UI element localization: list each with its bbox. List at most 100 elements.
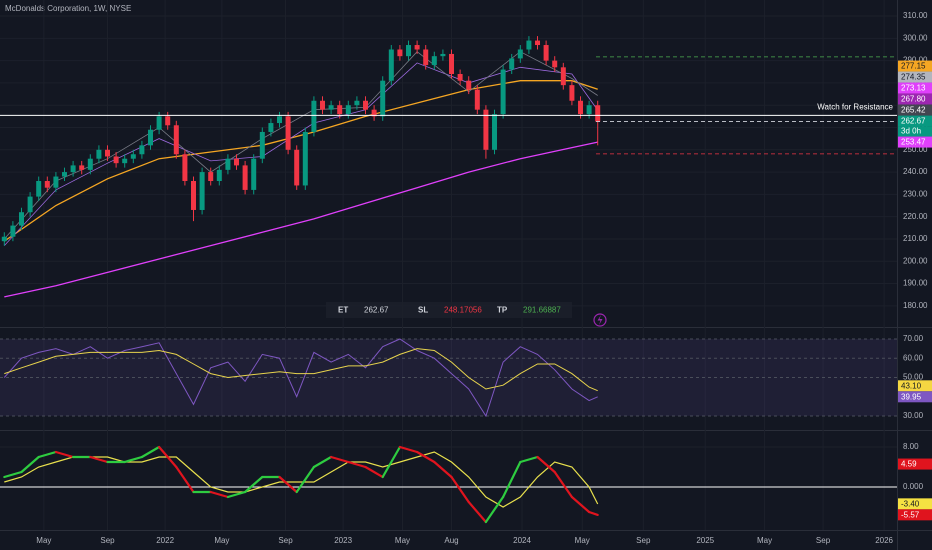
y-tick-label: 60.00 (903, 353, 924, 362)
y-tick-label: 290.00 (903, 56, 928, 65)
candle-body (449, 53, 455, 75)
x-tick-label: Sep (816, 536, 831, 545)
candle-body (216, 169, 222, 181)
trade-label: ET (338, 306, 348, 315)
fast-line-segment (588, 510, 599, 516)
trade-label: SL (418, 306, 428, 315)
y-tick-label: 310.00 (903, 11, 928, 20)
alert-icon-bolt (597, 315, 603, 325)
candle-body (173, 125, 179, 155)
price-tag (898, 93, 932, 105)
price-tag (898, 136, 932, 148)
fast-line-segment (295, 465, 315, 494)
fast-line-segment (553, 470, 573, 499)
candle-body (294, 149, 300, 186)
fast-line-segment (54, 450, 75, 459)
candle-body (552, 60, 558, 68)
y-tick-label: 240.00 (903, 167, 928, 176)
price-tag-label: 4.59 (901, 460, 917, 469)
price-tag (898, 380, 932, 392)
price-tag-label: -3.40 (901, 499, 920, 508)
price-tag (898, 115, 932, 127)
candle-body (526, 40, 532, 50)
y-tick-label: 250.00 (903, 145, 928, 154)
price-tag-label: -5.57 (901, 510, 920, 519)
fast-line-segment (433, 460, 453, 479)
fast-line-segment (244, 475, 264, 494)
candle-body (345, 105, 351, 115)
fast-line-segment (347, 460, 367, 469)
candle-body (388, 49, 394, 81)
candle-body (500, 69, 506, 115)
candle-body (302, 131, 308, 186)
candle-body (440, 53, 446, 57)
fast-line-segment (467, 500, 487, 524)
resistance-label: Watch for Resistance (817, 103, 893, 112)
price-tag-label: 277.15 (901, 62, 926, 71)
candle-body (182, 154, 188, 181)
x-tick-label: 2025 (696, 536, 714, 545)
candle-body (285, 116, 291, 150)
trade-value: 248.17056 (444, 306, 482, 315)
price-tag (898, 71, 932, 83)
candle-body (337, 105, 343, 115)
candle-body (431, 56, 437, 66)
chart-title: McDonalds Corporation, 1W, NYSE (5, 4, 131, 13)
candle-body (234, 158, 240, 166)
price-tag (898, 82, 932, 94)
countdown: 3d 0h (901, 127, 921, 136)
fast-line-segment (484, 495, 505, 524)
candle-body (1, 236, 7, 242)
candle-body (380, 80, 386, 117)
candle-body (19, 212, 25, 226)
fast-line-segment (89, 455, 109, 464)
candle-body (569, 85, 575, 101)
candle-body (44, 180, 50, 188)
price-tag-label: 253.47 (901, 138, 926, 147)
candle-body (156, 116, 162, 130)
candle-body (406, 45, 412, 57)
x-tick-label: Sep (100, 536, 115, 545)
x-tick-label: 2024 (513, 536, 531, 545)
fast-line-segment (37, 450, 57, 459)
trade-value: 262.67 (364, 306, 389, 315)
candle-body (148, 129, 154, 146)
fast-line-segment (3, 470, 23, 479)
candle-body (191, 180, 197, 210)
candle-body (457, 74, 463, 81)
candle-body (320, 100, 326, 110)
x-tick-label: Sep (278, 536, 293, 545)
fast-line-segment (502, 460, 522, 499)
y-tick-label: 70.00 (903, 334, 924, 343)
x-tick-label: May (575, 536, 590, 545)
fast-line-segment (226, 490, 247, 499)
candle-body (354, 100, 360, 106)
y-tick-label: 50.00 (903, 373, 924, 382)
price-tag-label: 262.67 (901, 117, 926, 126)
price-tag-label: 265.42 (901, 106, 926, 115)
fast-line-segment (398, 445, 419, 454)
candle-body (36, 180, 42, 197)
rsi-line (4, 348, 598, 392)
candle-body (53, 176, 59, 188)
candle-body (130, 154, 136, 159)
candle-body (535, 40, 541, 46)
y-tick-label: 180.00 (903, 301, 928, 310)
candle-body (423, 49, 429, 66)
candle-body (483, 109, 489, 150)
candle-body (517, 49, 523, 59)
candle-body (79, 165, 85, 170)
fast-line-segment (20, 455, 40, 474)
fast-line-segment (123, 455, 143, 464)
candle-body (543, 45, 549, 61)
fast-line-segment (158, 445, 178, 469)
countdown-tag (898, 126, 932, 137)
price-tag (898, 509, 932, 521)
fast-line-segment (140, 445, 161, 459)
fast-line-segment (364, 465, 384, 479)
candle-body (242, 165, 248, 190)
candle-body (27, 196, 33, 213)
alert-icon (593, 313, 607, 327)
